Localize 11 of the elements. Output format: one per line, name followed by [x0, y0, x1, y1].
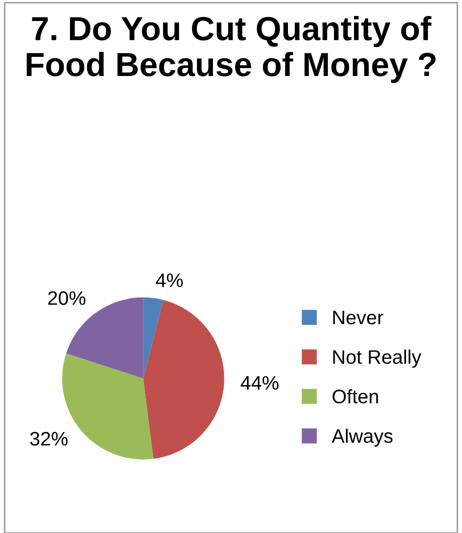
pie-slice [143, 300, 224, 459]
pie-slice [143, 297, 164, 378]
legend-label: Not Really [333, 350, 422, 368]
data-label: 4% [156, 274, 183, 288]
data-label: 20% [48, 291, 86, 305]
legend-label: Always [332, 428, 393, 447]
data-label: 32% [30, 432, 68, 446]
legend-label: Never [333, 310, 384, 324]
data-label: 44% [240, 376, 278, 390]
chart-title: 7. Do You Cut Quantity of Food Because of Money ? [26, 16, 436, 83]
legend-label: Often [332, 389, 378, 404]
